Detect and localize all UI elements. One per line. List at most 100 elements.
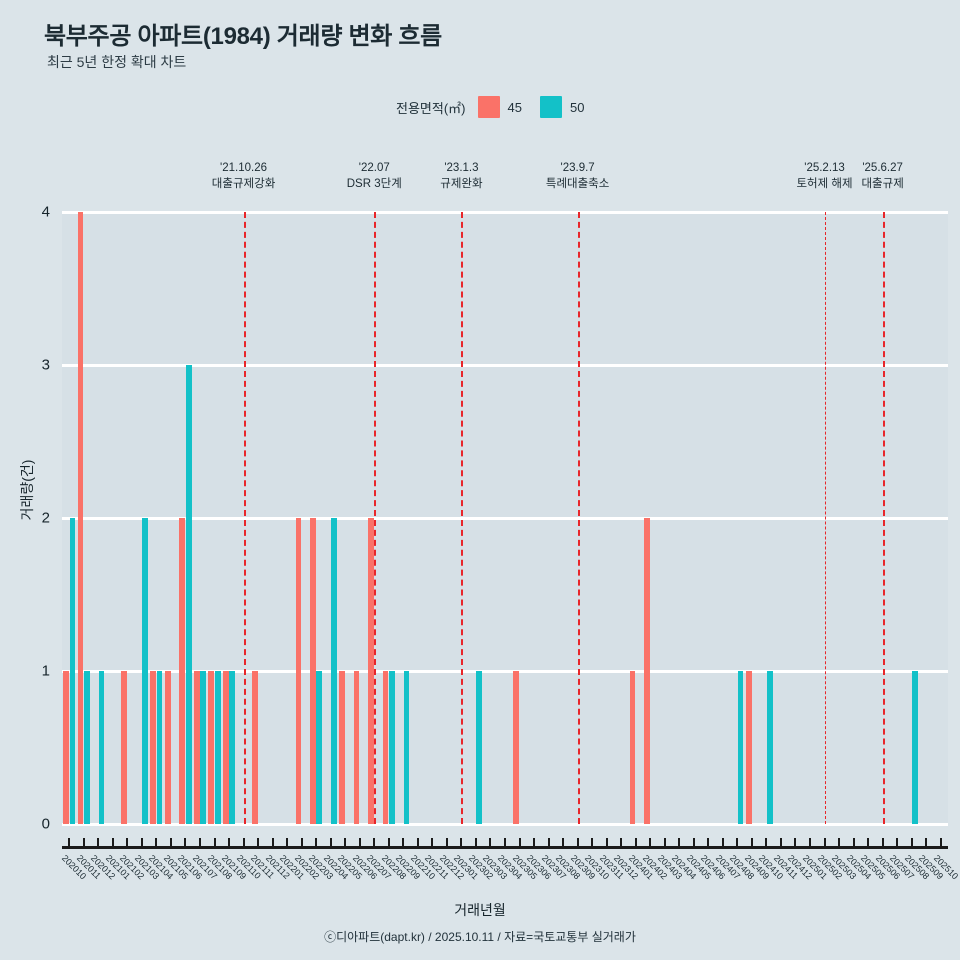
annotation-label: '25.6.27 대출규제 <box>861 160 903 192</box>
x-tick <box>402 838 405 848</box>
x-tick <box>533 838 536 848</box>
bar[interactable] <box>185 365 192 824</box>
bar[interactable] <box>389 671 395 824</box>
bar[interactable] <box>331 518 337 824</box>
bar[interactable] <box>339 671 345 824</box>
annotation-line <box>243 212 246 824</box>
bar[interactable] <box>316 671 323 824</box>
x-tick <box>692 838 695 848</box>
annotation-label: '21.10.26 대출규제강화 <box>212 160 275 192</box>
bar[interactable] <box>200 671 207 824</box>
x-tick <box>416 838 419 848</box>
x-tick <box>155 838 158 848</box>
x-tick <box>184 838 187 848</box>
annotation-text: 규제완화 <box>440 178 483 190</box>
bar[interactable] <box>98 671 105 824</box>
bar[interactable] <box>208 671 215 824</box>
x-tick <box>881 838 884 848</box>
chart-legend: 전용면적(㎡) 45 50 <box>396 96 594 118</box>
bar[interactable] <box>310 518 316 824</box>
bar[interactable] <box>222 671 229 824</box>
y-axis-title: 거래량(건) <box>19 459 35 521</box>
x-tick <box>809 838 812 848</box>
page-subtitle: 최근 5년 한정 확대 차트 <box>47 54 187 70</box>
x-tick <box>605 838 608 848</box>
annotation-line <box>577 212 580 824</box>
bar[interactable] <box>295 518 302 824</box>
x-tick <box>823 838 826 848</box>
bar[interactable] <box>63 671 69 824</box>
bar[interactable] <box>353 671 360 824</box>
x-tick <box>867 838 870 848</box>
bar[interactable] <box>150 671 157 824</box>
x-tick <box>634 838 637 848</box>
annotation-text: 토허제 해제 <box>796 178 853 190</box>
bar[interactable] <box>251 671 258 824</box>
bar[interactable] <box>142 518 148 824</box>
y-tick-label-1: 1 <box>41 662 50 680</box>
annotation-line <box>374 212 377 824</box>
bar[interactable] <box>476 671 483 824</box>
x-tick <box>126 838 129 848</box>
x-tick <box>794 838 797 848</box>
bar[interactable] <box>911 671 918 824</box>
bar[interactable] <box>629 671 636 824</box>
y-tick-label-3: 3 <box>41 356 50 374</box>
bar[interactable] <box>513 671 520 824</box>
gridline-2 <box>62 516 948 520</box>
bar[interactable] <box>766 671 773 824</box>
x-tick <box>649 838 652 848</box>
annotation-date: '22.07 <box>358 162 390 174</box>
bar[interactable] <box>403 671 410 824</box>
x-tick <box>68 838 71 848</box>
bar[interactable] <box>193 671 200 824</box>
bar[interactable] <box>84 671 90 824</box>
x-tick <box>910 838 913 848</box>
x-tick <box>271 838 274 848</box>
x-tick <box>489 838 492 848</box>
annotation-line <box>882 212 885 824</box>
bar[interactable] <box>382 671 389 824</box>
annotation-date: '23.9.7 <box>560 162 595 174</box>
x-tick <box>896 838 899 848</box>
bar[interactable] <box>121 671 128 824</box>
x-tick <box>721 838 724 848</box>
y-tick-label-4: 4 <box>41 203 50 221</box>
x-tick <box>838 838 841 848</box>
x-tick <box>344 838 347 848</box>
x-tick <box>678 838 681 848</box>
x-tick <box>518 838 521 848</box>
x-tick <box>474 838 477 848</box>
x-tick <box>242 838 245 848</box>
x-tick <box>576 838 579 848</box>
bar[interactable] <box>179 518 186 824</box>
x-tick <box>169 838 172 848</box>
bar[interactable] <box>368 518 374 824</box>
bar[interactable] <box>77 212 84 824</box>
bar[interactable] <box>69 518 76 824</box>
bar[interactable] <box>229 671 236 824</box>
x-tick <box>140 838 143 848</box>
annotation-line <box>824 212 826 824</box>
x-tick <box>504 838 506 848</box>
bar[interactable] <box>164 671 171 824</box>
legend-label-50: 50 <box>569 99 585 115</box>
gridline-1 <box>62 669 948 673</box>
annotation-label: '23.9.7 특례대출축소 <box>546 160 609 192</box>
x-tick <box>562 838 565 848</box>
bar[interactable] <box>156 671 163 824</box>
bar[interactable] <box>214 671 221 824</box>
bar[interactable] <box>644 518 650 824</box>
x-tick <box>431 838 434 848</box>
bar[interactable] <box>737 671 744 824</box>
legend-title: 전용면적(㎡) <box>396 100 466 116</box>
x-tick <box>387 838 390 848</box>
plot-area <box>62 210 948 826</box>
x-tick <box>300 838 303 848</box>
gridline-4 <box>62 210 948 214</box>
x-tick <box>779 838 782 848</box>
annotation-label: '23.1.3 규제완화 <box>440 160 482 192</box>
bar[interactable] <box>745 671 752 824</box>
annotation-text: DSR 3단계 <box>346 178 402 190</box>
footer-credit: ⓒ디아파트(dapt.kr) / 2025.10.11 / 자료=국토교통부 실… <box>324 930 636 944</box>
